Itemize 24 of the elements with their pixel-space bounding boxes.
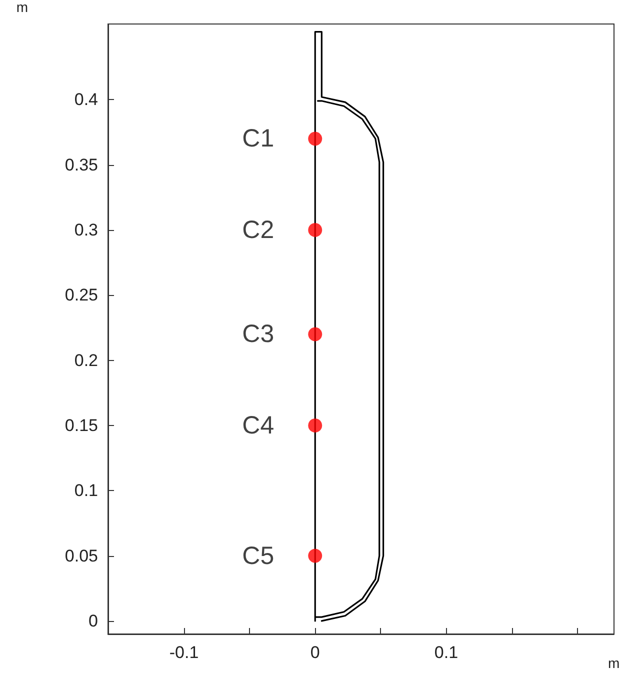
point [308, 548, 322, 563]
y-tick-label: 0.05 [64, 546, 98, 566]
data-label: C2 [242, 216, 274, 244]
x-axis-title: m [608, 655, 620, 671]
y-tick-label: 0.2 [74, 350, 98, 370]
y-axis-title: m [16, 0, 28, 15]
x-tick-label: -0.1 [169, 643, 199, 662]
data-label: C1 [242, 124, 274, 153]
y-tick-label: 0.3 [74, 220, 98, 240]
data-label: C5 [242, 542, 274, 570]
y-tick-label: 0.15 [64, 416, 98, 435]
data-label: C3 [242, 320, 274, 348]
y-tick-label: 0.4 [74, 90, 98, 110]
point [308, 222, 322, 237]
y-tick-label: 0 [88, 611, 98, 630]
data-label: C4 [242, 411, 274, 440]
point [308, 327, 322, 342]
x-tick-label: 0.1 [434, 643, 458, 662]
y-tick-label: 0.1 [74, 481, 98, 500]
y-tick-label: 0.25 [64, 286, 98, 305]
point [308, 418, 322, 432]
x-tick-label: 0 [310, 643, 320, 662]
y-tick-label: 0.35 [64, 155, 98, 174]
point [308, 132, 322, 146]
